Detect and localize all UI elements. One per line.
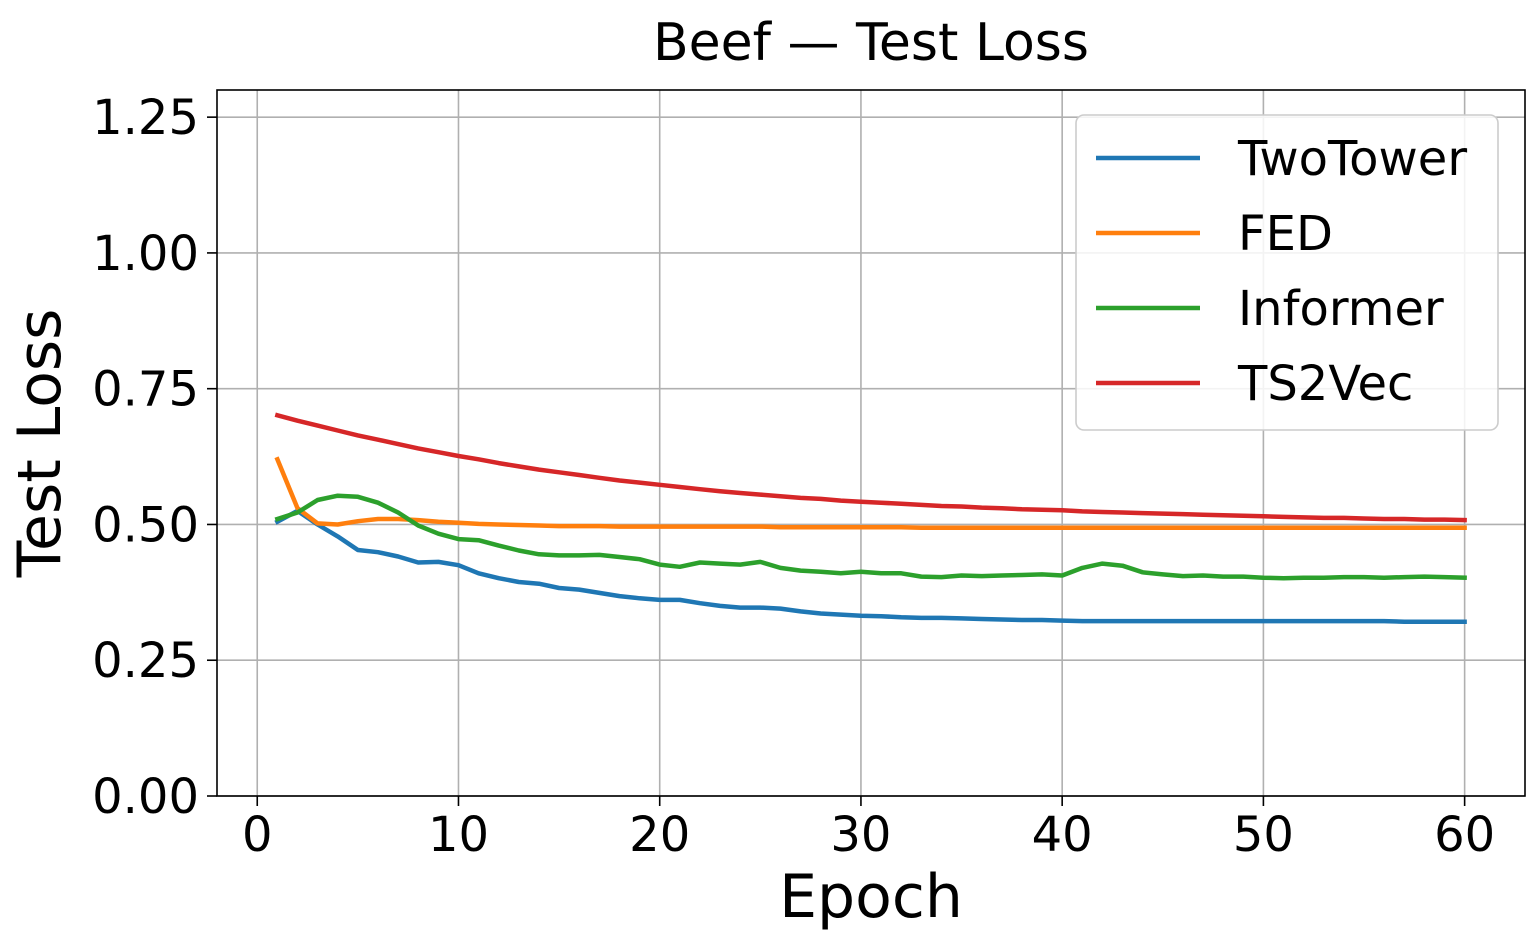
- legend-label-ts2vec: TS2Vec: [1237, 356, 1413, 412]
- y-axis-label: Test Loss: [5, 309, 75, 579]
- plot-frame: [216, 89, 1526, 797]
- x-tick-label: 0: [242, 807, 273, 863]
- y-tick-label: 0.25: [92, 633, 199, 689]
- legend-label-twotower: TwoTower: [1237, 131, 1467, 187]
- x-axis-label: Epoch: [779, 862, 963, 932]
- series-line-twotower: [274, 508, 1467, 624]
- series-line-ts2vec: [274, 412, 1467, 523]
- y-tick-label: 0.00: [92, 769, 199, 825]
- x-tick-label: 50: [1233, 807, 1294, 863]
- legend-label-fed: FED: [1238, 206, 1333, 262]
- legend-box: [1075, 114, 1499, 431]
- series-line-fed: [274, 456, 1467, 530]
- y-tick-label: 1.00: [92, 226, 199, 282]
- y-tick-label: 1.25: [92, 90, 199, 146]
- x-tick-label: 10: [428, 807, 489, 863]
- y-tick-label: 0.75: [92, 362, 199, 418]
- ticks: 0 10 20 30 40 50 60 0.00 0.25 0.50 0.75 1.00 1.25: [92, 90, 1495, 863]
- x-tick-label: 40: [1032, 807, 1093, 863]
- y-tick-label: 0.50: [92, 497, 199, 553]
- x-tick-label: 30: [830, 807, 891, 863]
- series-line-informer: [274, 493, 1467, 581]
- series-lines: [274, 412, 1467, 624]
- x-tick-label: 60: [1434, 807, 1495, 863]
- x-tick-label: 20: [629, 807, 690, 863]
- legend-label-informer: Informer: [1238, 281, 1444, 337]
- legend: TwoTower FED Informer TS2Vec: [1075, 114, 1499, 431]
- chart-title: Beef — Test Loss: [653, 13, 1089, 73]
